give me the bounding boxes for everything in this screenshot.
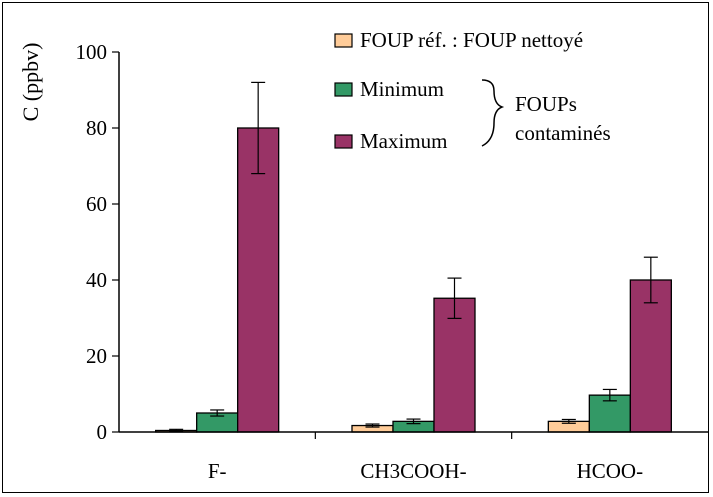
brace-label-line1: FOUPs <box>515 92 577 116</box>
legend-brace <box>481 79 505 147</box>
y-tick-label: 0 <box>97 420 108 444</box>
x-tick-label: HCOO- <box>577 459 644 483</box>
x-tick-label: F- <box>208 459 227 483</box>
brace-label-line2: contaminés <box>515 121 611 145</box>
y-axis: 0 20 40 60 80 100 <box>76 40 120 444</box>
y-tick-label: 20 <box>86 344 107 368</box>
y-tick-label: 100 <box>76 40 108 64</box>
legend-label: Maximum <box>360 129 448 153</box>
legend-swatch <box>334 82 353 97</box>
legend-label: Minimum <box>360 77 444 101</box>
bar-maximum <box>629 279 672 433</box>
legend-swatch <box>334 33 353 48</box>
x-tick-label: CH3COOH- <box>360 459 466 483</box>
legend-swatch <box>334 134 353 149</box>
legend-label: FOUP réf. : FOUP nettoyé <box>360 28 583 52</box>
y-axis-label: C (ppbv) <box>18 43 43 122</box>
bars <box>155 81 672 433</box>
y-tick-label: 60 <box>86 192 107 216</box>
bar-maximum <box>433 297 476 433</box>
y-tick-label: 80 <box>86 116 107 140</box>
legend: FOUP réf. : FOUP nettoyé Minimum Maximum <box>334 28 583 153</box>
y-tick-label: 40 <box>86 268 107 292</box>
x-axis: F- CH3COOH- HCOO- <box>119 431 708 483</box>
